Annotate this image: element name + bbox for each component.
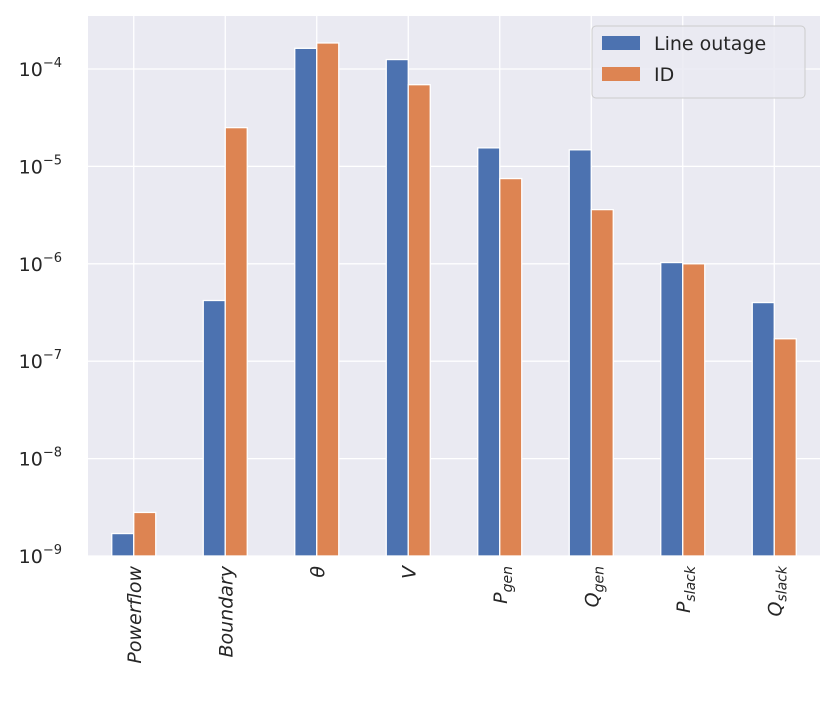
bar (477, 147, 501, 557)
x-tick-label: V (398, 564, 420, 579)
bar (133, 511, 157, 557)
y-tick-label: 10−4 (19, 56, 62, 81)
bar (773, 338, 797, 557)
bar (294, 47, 318, 557)
y-tick-label: 10−8 (19, 446, 62, 471)
legend-box (591, 25, 806, 99)
bar (111, 532, 135, 557)
bar (568, 149, 592, 557)
y-tick-label: 10−9 (19, 543, 62, 568)
bar (385, 58, 409, 557)
x-tick-label: Boundary (215, 565, 237, 657)
y-tick-label: 10−6 (19, 251, 62, 276)
x-tick-label: Pgen (490, 566, 516, 604)
x-tick-label: θ (307, 566, 329, 578)
bar (202, 299, 226, 557)
x-tick-label: Powerflow (124, 566, 146, 664)
x-tick-label: Pslack (673, 565, 699, 613)
legend-label: ID (654, 64, 674, 86)
bar (407, 84, 431, 557)
bar (316, 42, 340, 557)
y-axis-ticks: 10−9 10−8 10−7 10−6 10−5 10−4 (19, 56, 62, 568)
bar (224, 126, 248, 557)
x-tick-label: Qslack (764, 565, 790, 616)
bar (751, 301, 775, 557)
bar (590, 208, 614, 557)
y-tick-label: 10−5 (19, 153, 62, 178)
y-tick-label: 10−7 (19, 348, 62, 373)
bar (682, 263, 706, 557)
bar (499, 177, 523, 557)
x-axis-ticks: Powerflow Boundary θ V Pgen Qgen Pslack Qslack (124, 564, 791, 664)
legend-swatch (602, 67, 640, 81)
legend-swatch (602, 36, 640, 50)
bar (660, 261, 684, 557)
bars (111, 42, 797, 557)
x-tick-label: Qgen (581, 566, 607, 607)
legend-label: Line outage (654, 33, 766, 55)
legend: Line outage ID (591, 25, 806, 99)
